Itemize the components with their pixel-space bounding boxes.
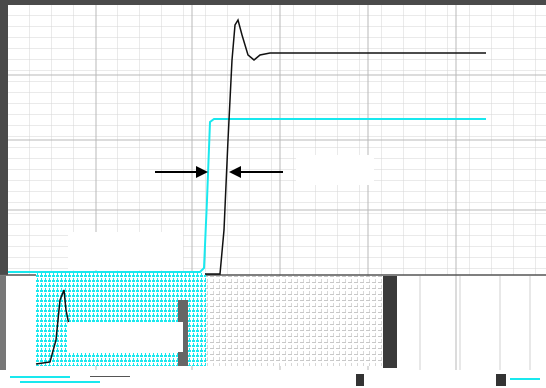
bottom-strip <box>0 370 546 388</box>
gray-noise <box>206 276 386 366</box>
label-box <box>296 155 374 185</box>
page <box>0 0 546 388</box>
left-border <box>0 0 8 275</box>
dark-bar <box>383 276 397 368</box>
lower-left-border <box>0 276 6 370</box>
top-border <box>0 0 546 5</box>
label-box <box>68 232 183 270</box>
label-box <box>68 322 183 352</box>
scope-screen <box>0 0 546 388</box>
